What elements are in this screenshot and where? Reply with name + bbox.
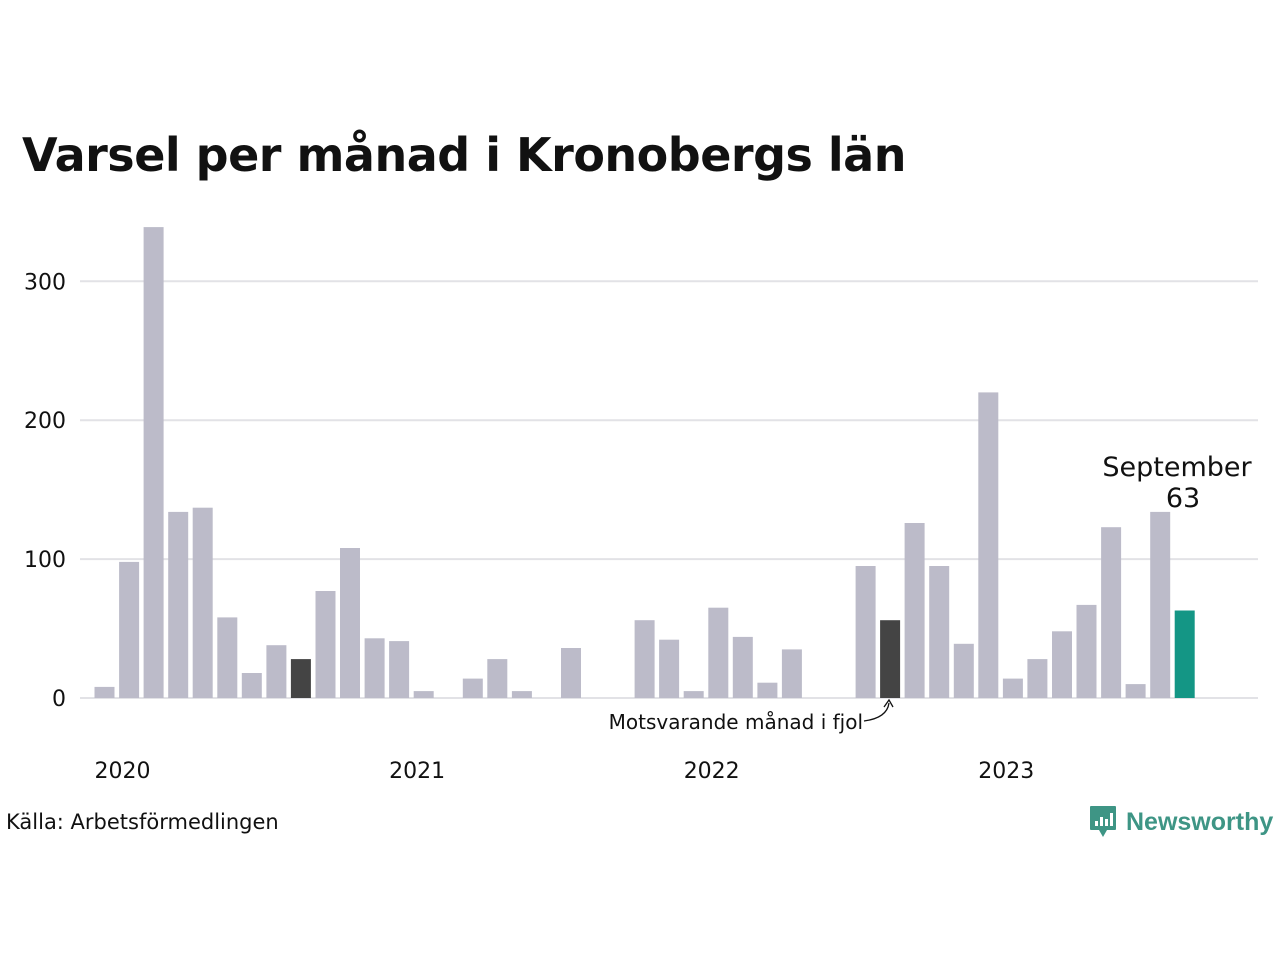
bar-2022-04 (757, 682, 778, 698)
bar-2021-11 (634, 620, 655, 698)
bar-2021-04 (462, 678, 483, 698)
bar-2023-08 (1150, 511, 1171, 698)
x-tick-label: 2022 (684, 759, 740, 784)
bar-2022-05 (781, 649, 802, 698)
bar-2020-05 (192, 507, 213, 698)
logo-wordmark: Newsworthy (1126, 807, 1274, 836)
bar-2020-03 (143, 227, 164, 698)
y-tick-label: 300 (24, 270, 66, 295)
bar-2021-08 (561, 648, 581, 698)
bar-2022-01 (683, 691, 704, 698)
bar-2020-01 (94, 686, 115, 698)
bar-2023-04 (1052, 631, 1072, 698)
bar-2023-02 (1002, 678, 1023, 698)
last-year-annotation: Motsvarande månad i fjol (609, 710, 863, 734)
bar-2020-04 (168, 511, 189, 698)
y-axis-tick-labels: 0 100 200 300 (24, 270, 66, 712)
last-year-arrow (863, 702, 890, 722)
bar-2020-11 (340, 548, 360, 698)
bar-2020-12 (364, 638, 385, 698)
bar-2023-09 (1174, 610, 1195, 698)
bars (94, 227, 1195, 698)
bar-2022-12 (953, 643, 974, 698)
latest-month-value: 63 (1166, 483, 1200, 514)
bar-2021-05 (487, 659, 508, 698)
bar-2023-06 (1101, 527, 1122, 698)
bar-2020-10 (315, 591, 336, 698)
bar-2023-05 (1076, 604, 1097, 698)
bar-2021-02 (413, 691, 434, 698)
x-tick-label: 2021 (389, 759, 445, 784)
newsworthy-logo-icon (1090, 806, 1116, 837)
bar-2023-01 (978, 392, 999, 698)
newsworthy-logo: Newsworthy (1088, 804, 1273, 840)
bar-2020-09 (290, 659, 311, 698)
bar-chart: 0 100 200 300 2020 2021 2022 2023 September 63… (24, 227, 1258, 784)
bar-2022-08 (855, 566, 876, 698)
chart-title: Varsel per månad i Kronobergs län (22, 128, 906, 182)
bar-2020-08 (266, 645, 287, 698)
bar-2022-03 (732, 636, 753, 698)
bar-2023-07 (1125, 684, 1146, 698)
last-year-arrowhead (883, 698, 894, 708)
bar-2022-02 (708, 607, 729, 698)
x-tick-label: 2020 (95, 759, 151, 784)
bar-2021-06 (511, 691, 532, 698)
y-tick-label: 200 (24, 409, 66, 434)
bar-2021-01 (389, 641, 410, 698)
source-note: Källa: Arbetsförmedlingen (6, 810, 279, 834)
latest-month-label: September (1102, 452, 1252, 483)
bar-2023-03 (1027, 659, 1048, 698)
y-tick-label: 0 (52, 687, 66, 712)
bar-2020-02 (119, 561, 140, 698)
bar-2022-11 (929, 566, 950, 698)
bar-2020-07 (241, 673, 262, 698)
bar-2022-10 (904, 523, 925, 698)
bar-2021-12 (659, 639, 680, 698)
x-axis-tick-labels: 2020 2021 2022 2023 (95, 759, 1035, 784)
x-tick-label: 2023 (978, 759, 1034, 784)
bar-2020-06 (217, 617, 238, 698)
y-tick-label: 100 (24, 548, 66, 573)
bar-2022-09 (880, 620, 901, 698)
